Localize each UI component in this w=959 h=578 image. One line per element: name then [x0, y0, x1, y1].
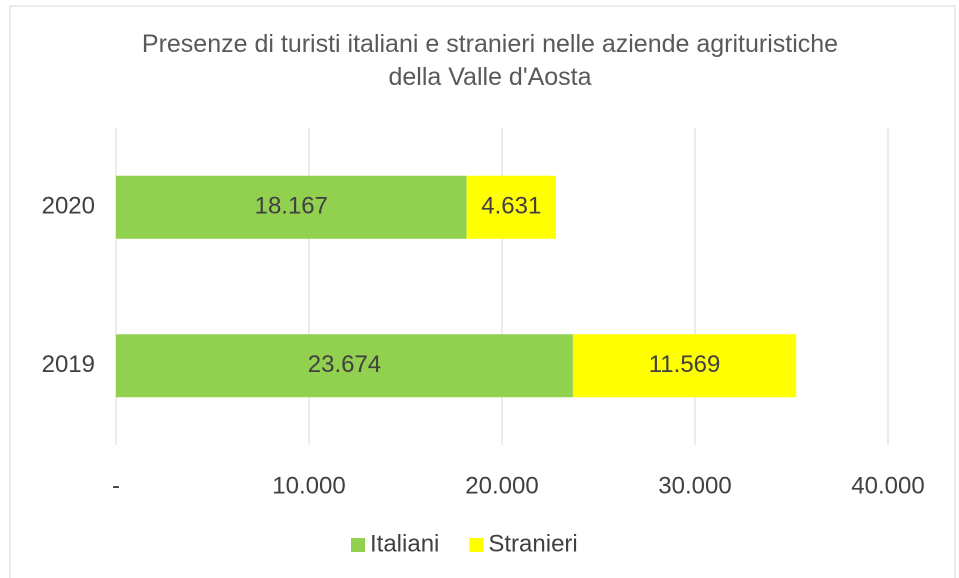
bar-segment — [572, 334, 797, 398]
data-label: 11.569 — [649, 351, 721, 378]
legend-swatch — [351, 538, 365, 552]
x-tick-label: 10.000 — [272, 472, 345, 499]
legend-label: Stranieri — [488, 530, 577, 557]
bar-segment — [116, 175, 467, 239]
y-tick-label: 2020 — [42, 193, 95, 220]
legend-label: Italiani — [370, 530, 439, 557]
bar-segment — [466, 175, 557, 239]
y-tick-label: 2019 — [42, 351, 95, 378]
data-label: 18.167 — [255, 193, 328, 220]
data-label: 23.674 — [308, 351, 381, 378]
chart-title: Presenze di turisti italiani e stranieri… — [141, 30, 839, 91]
x-tick-label: - — [112, 472, 120, 499]
x-tick-label: 20.000 — [465, 472, 538, 499]
legend-swatch — [469, 538, 484, 552]
bar-segment — [116, 334, 573, 398]
x-tick-label: 40.000 — [851, 472, 924, 499]
chart-border — [9, 5, 956, 578]
data-label: 4.631 — [481, 193, 541, 220]
x-tick-label: 30.000 — [658, 472, 731, 499]
